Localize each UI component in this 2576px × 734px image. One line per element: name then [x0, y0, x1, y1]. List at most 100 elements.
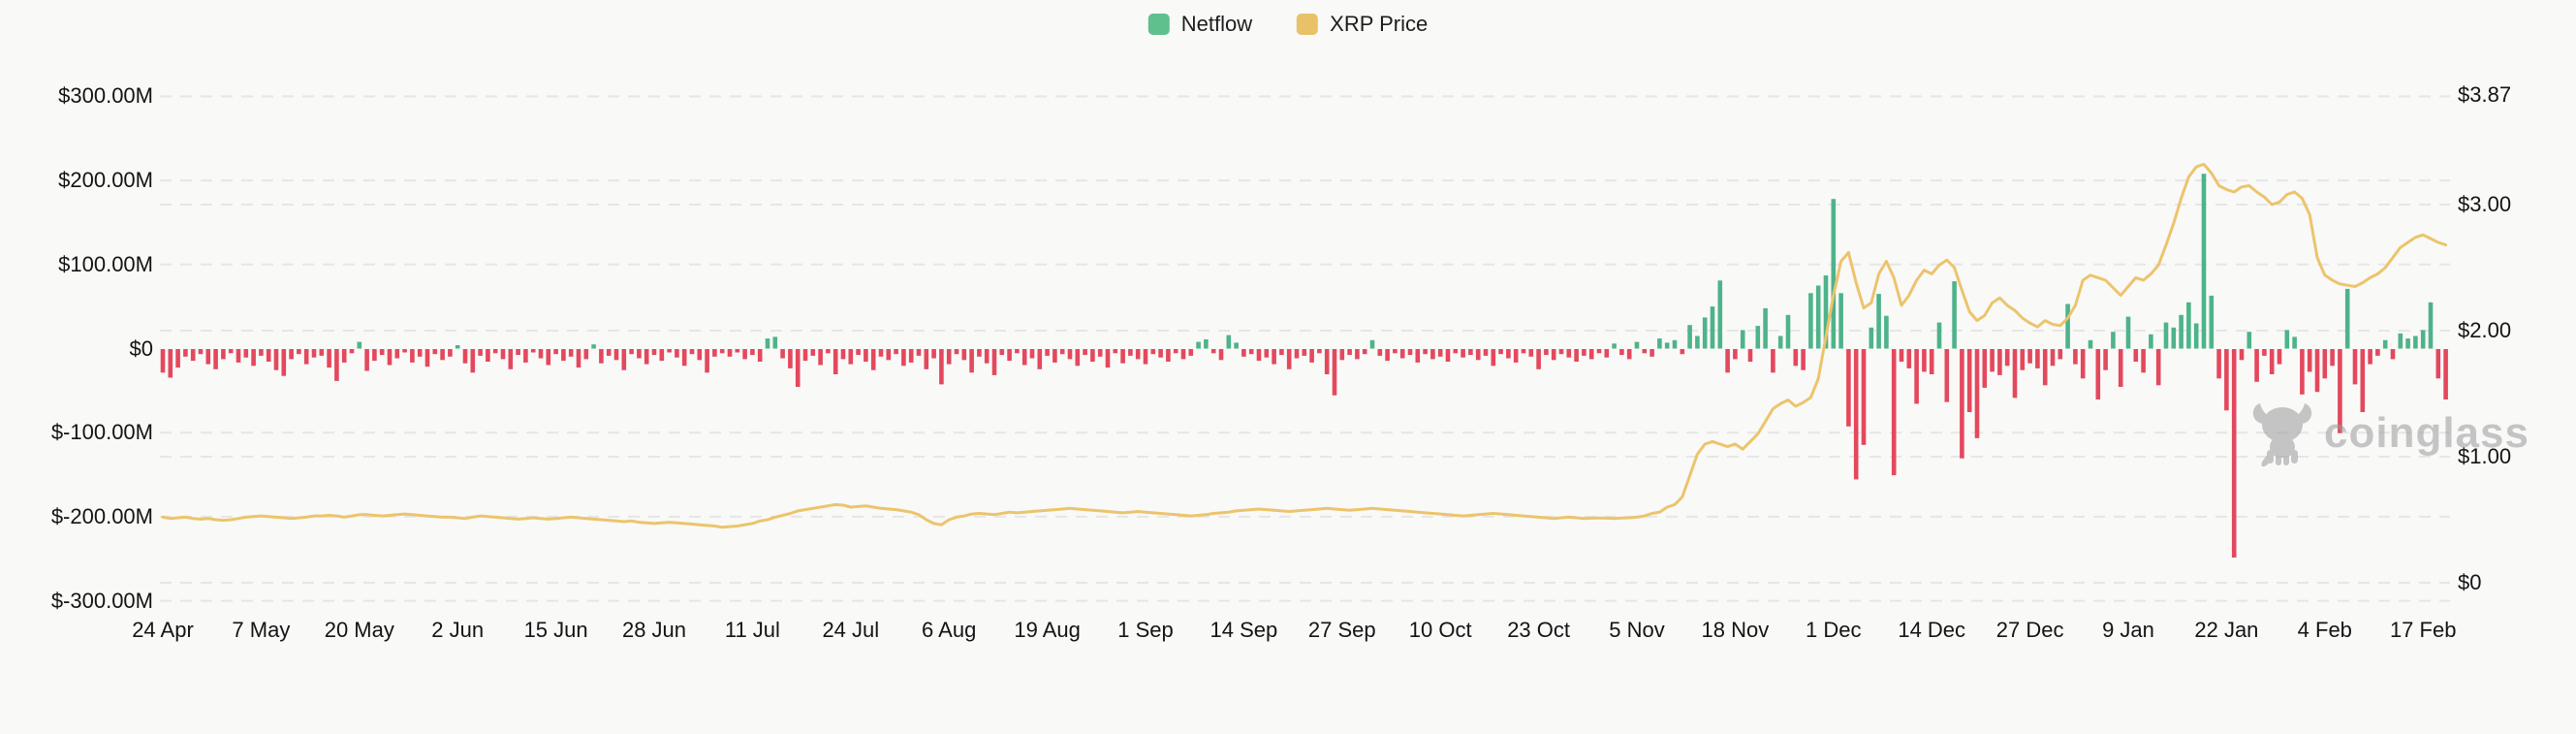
netflow-bar — [856, 349, 861, 356]
netflow-bar — [2277, 349, 2282, 365]
netflow-bar — [1544, 349, 1549, 356]
x-axis-tick: 19 Aug — [1014, 618, 1081, 642]
netflow-bar — [2125, 316, 2131, 349]
right-axis-tick: $3.00 — [2458, 192, 2512, 216]
netflow-bar — [251, 349, 256, 367]
netflow-bar — [1936, 322, 1942, 349]
netflow-bar — [1558, 349, 1564, 355]
netflow-bar — [2155, 349, 2161, 386]
netflow-bar — [848, 349, 854, 365]
netflow-bar — [1385, 349, 1390, 362]
netflow-bar — [1777, 335, 1783, 349]
netflow-bar — [1649, 349, 1654, 357]
netflow-bar — [1566, 349, 1572, 358]
netflow-bar — [1135, 349, 1141, 360]
netflow-bar — [1090, 349, 1095, 362]
netflow-bar — [228, 349, 234, 354]
netflow-bar — [2065, 303, 2070, 349]
netflow-bar — [1906, 349, 1912, 368]
netflow-bar — [1264, 349, 1270, 358]
netflow-bar — [1861, 349, 1867, 445]
netflow-bar — [1808, 293, 1813, 349]
netflow-bar — [364, 349, 369, 371]
netflow-bar — [379, 349, 385, 356]
netflow-bar — [969, 349, 974, 373]
netflow-bar — [2050, 349, 2056, 367]
netflow-bar — [1105, 349, 1111, 368]
netflow-bar — [750, 349, 755, 356]
netflow-bar — [1173, 349, 1178, 354]
netflow-bar — [2368, 349, 2372, 365]
right-axis-tick: $2.00 — [2458, 318, 2512, 342]
netflow-bar — [1740, 330, 1745, 349]
netflow-bar — [977, 349, 982, 357]
netflow-bar — [2292, 336, 2297, 349]
netflow-bar — [954, 349, 959, 355]
netflow-bar — [349, 349, 355, 354]
x-axis-tick: 18 Nov — [1701, 618, 1770, 642]
netflow-bar — [1831, 199, 1837, 349]
netflow-bar — [2360, 349, 2366, 412]
netflow-bar — [341, 349, 347, 363]
netflow-bar — [1626, 349, 1632, 360]
netflow-bar — [1128, 349, 1133, 356]
netflow-bar — [2443, 349, 2448, 399]
netflow-bar — [523, 349, 528, 363]
netflow-bar — [2254, 349, 2259, 382]
netflow-bar — [1634, 341, 1640, 349]
netflow-bar — [916, 349, 922, 356]
netflow-bar — [894, 349, 898, 355]
netflow-bar — [402, 349, 407, 353]
netflow-bar — [1876, 294, 1881, 349]
legend-item-netflow[interactable]: Netflow — [1147, 12, 1252, 37]
netflow-bar — [1037, 349, 1043, 369]
netflow-bar — [1166, 349, 1171, 362]
netflow-bar — [2284, 330, 2290, 349]
netflow-bar — [1823, 275, 1829, 349]
netflow-bar — [2420, 330, 2426, 349]
netflow-bar — [1763, 307, 1768, 349]
netflow-bar — [1347, 349, 1352, 356]
netflow-bar — [1899, 349, 1904, 362]
netflow-bar — [357, 341, 362, 349]
netflow-bar — [999, 349, 1005, 356]
x-axis-tick: 4 Feb — [2297, 618, 2352, 642]
legend-item-xrp-price[interactable]: XRP Price — [1297, 12, 1428, 37]
left-axis-tick: $300.00M — [58, 83, 153, 109]
x-axis-tick: 17 Feb — [2389, 618, 2457, 642]
xrp-price-swatch-icon — [1297, 14, 1319, 35]
netflow-bar — [1793, 349, 1799, 367]
netflow-bar — [901, 349, 906, 367]
netflow-bar — [1279, 349, 1284, 356]
netflow-bar — [2224, 349, 2229, 411]
netflow-bar — [1619, 349, 1624, 356]
netflow-bar — [1536, 349, 1541, 369]
netflow-bar — [1922, 349, 1927, 372]
netflow-bar — [719, 349, 725, 354]
netflow-bar — [1747, 349, 1753, 362]
netflow-bar — [1399, 349, 1405, 359]
netflow-bar — [2435, 349, 2441, 379]
netflow-bar — [205, 349, 211, 365]
netflow-bar — [2239, 349, 2245, 361]
netflow-bar — [1891, 349, 1897, 476]
netflow-bar — [1997, 349, 2002, 375]
netflow-bar — [644, 349, 649, 365]
xrp-price-line — [161, 162, 2448, 529]
netflow-bar — [1029, 349, 1035, 359]
x-axis-tick: 28 Jun — [621, 618, 687, 642]
netflow-bar — [1952, 281, 1957, 349]
netflow-bar — [621, 349, 627, 370]
netflow-bar — [742, 349, 747, 360]
netflow-bar — [1755, 326, 1761, 349]
netflow-bar — [1355, 349, 1360, 360]
netflow-bar — [1513, 349, 1519, 363]
netflow-bar — [2163, 322, 2169, 349]
netflow-bar — [327, 349, 331, 368]
netflow-bar — [2300, 349, 2305, 395]
netflow-bar — [2149, 334, 2153, 349]
netflow-bar — [2231, 349, 2237, 558]
netflow-bar — [1687, 325, 1692, 349]
